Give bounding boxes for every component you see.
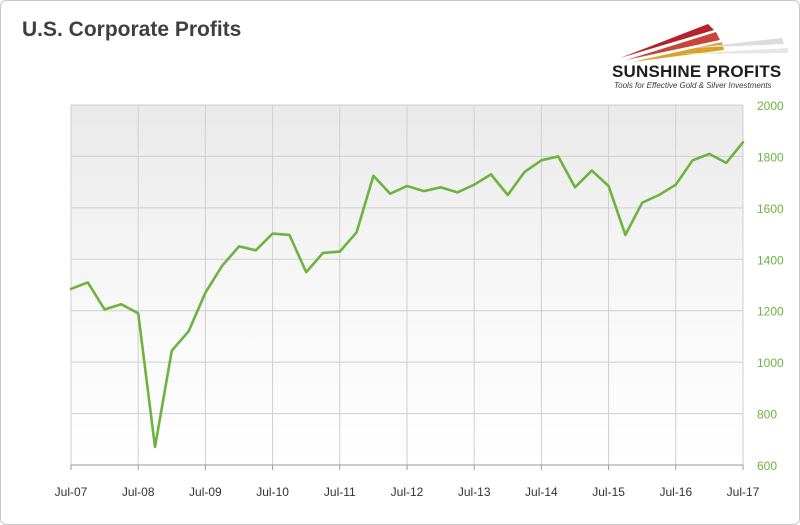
x-tick-label: Jul-15 <box>592 485 625 499</box>
y-tick-label: 1600 <box>757 202 784 216</box>
x-tick-label: Jul-07 <box>55 485 88 499</box>
series-group <box>69 141 745 449</box>
x-tick-label: Jul-11 <box>324 485 356 499</box>
sunshine-profits-logo: SUNSHINE PROFITS Tools for Effective Gol… <box>612 18 792 92</box>
y-axis-tick-labels: 600 800 1000 1200 1400 1600 1800 2000 <box>757 99 784 473</box>
y-tick-label: 600 <box>757 459 777 473</box>
y-tick-label: 1800 <box>757 150 784 164</box>
y-tick-label: 2000 <box>757 99 784 113</box>
x-tick-label: Jul-08 <box>122 485 155 499</box>
y-tick-label: 1000 <box>757 356 784 370</box>
logo-tagline: Tools for Effective Gold & Silver Invest… <box>614 81 772 90</box>
x-tick-label: Jul-10 <box>256 485 289 499</box>
axes <box>70 464 744 470</box>
x-tick-label: Jul-12 <box>391 485 424 499</box>
y-tick-label: 1400 <box>757 253 784 267</box>
logo-name: SUNSHINE PROFITS <box>612 62 782 81</box>
sun-rays-icon <box>620 24 788 62</box>
x-tick-label: Jul-17 <box>727 485 760 499</box>
x-tick-label: Jul-13 <box>458 485 491 499</box>
chart-title: U.S. Corporate Profits <box>22 18 242 41</box>
y-tick-label: 800 <box>757 408 777 422</box>
x-tick-label: Jul-14 <box>525 485 558 499</box>
x-tick-label: Jul-16 <box>659 485 692 499</box>
y-tick-label: 1200 <box>757 305 784 319</box>
x-tick-label: Jul-09 <box>189 485 222 499</box>
x-axis-tick-labels: Jul-07 Jul-08 Jul-09 Jul-10 Jul-11 Jul-12 Jul-… <box>55 485 760 499</box>
